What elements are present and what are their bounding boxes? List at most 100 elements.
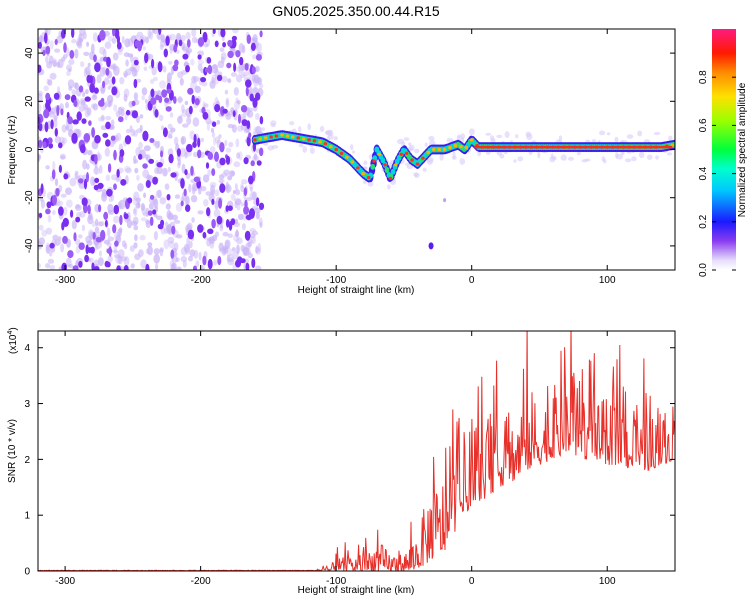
- noise-speckle: [38, 224, 44, 231]
- noise-blob: [227, 39, 233, 47]
- noise-blob: [217, 255, 222, 266]
- noise-blob: [81, 197, 88, 206]
- noise-speckle: [63, 206, 68, 216]
- noise-blob: [147, 210, 153, 216]
- noise-blob: [87, 204, 91, 215]
- noise-speckle: [134, 234, 138, 242]
- noise-speckle: [104, 101, 108, 108]
- noise-speckle: [65, 257, 72, 268]
- noise-blob: [150, 88, 155, 98]
- noise-speckle: [99, 66, 106, 77]
- ridge-halo: [631, 156, 637, 162]
- noise-blob: [216, 74, 223, 82]
- ridge-halo: [397, 138, 404, 145]
- noise-speckle: [225, 97, 229, 105]
- ridge-halo: [624, 158, 632, 163]
- ridge-halo: [333, 136, 338, 141]
- noise-speckle: [219, 47, 225, 52]
- noise-blob: [231, 35, 237, 41]
- noise-speckle: [195, 260, 200, 268]
- noise-blob: [160, 150, 164, 158]
- noise-speckle: [228, 141, 234, 148]
- noise-speckle: [133, 155, 137, 165]
- noise-speckle: [167, 134, 173, 139]
- noise-blob: [46, 201, 52, 209]
- noise-speckle: [52, 115, 58, 121]
- ridge-halo: [504, 131, 510, 139]
- noise-blob: [93, 54, 97, 63]
- ridge-peak: [394, 163, 398, 167]
- ridge-halo: [537, 151, 541, 159]
- noise-blob: [61, 29, 66, 39]
- noise-speckle: [43, 85, 49, 92]
- noise-speckle: [213, 259, 218, 266]
- noise-blob: [259, 116, 264, 125]
- noise-blob: [89, 75, 93, 84]
- noise-speckle: [173, 219, 181, 224]
- ridge-halo: [576, 152, 582, 156]
- noise-speckle: [136, 174, 140, 181]
- noise-blob: [162, 127, 168, 138]
- noise-blob: [104, 219, 108, 228]
- noise-speckle: [230, 193, 236, 201]
- noise-speckle: [192, 117, 200, 127]
- noise-speckle: [179, 114, 183, 120]
- noise-speckle: [213, 136, 216, 146]
- snr-multiplier-base: (x10: [8, 334, 19, 354]
- noise-speckle: [104, 41, 112, 49]
- noise-speckle: [67, 79, 75, 89]
- noise-speckle: [179, 147, 186, 158]
- noise-speckle: [251, 37, 258, 42]
- noise-speckle: [134, 69, 138, 77]
- noise-speckle: [235, 138, 240, 148]
- noise-speckle: [180, 135, 187, 145]
- noise-blob: [185, 204, 191, 212]
- snr-series-line: [38, 331, 675, 571]
- noise-blob: [248, 132, 252, 139]
- noise-blob: [88, 247, 92, 254]
- noise-speckle: [47, 214, 52, 223]
- noise-blob: [123, 213, 129, 220]
- noise-speckle: [117, 249, 125, 259]
- noise-blob: [44, 121, 49, 133]
- ridge-halo: [603, 159, 607, 164]
- noise-speckle: [213, 209, 221, 218]
- noise-blob: [255, 197, 260, 207]
- noise-speckle: [194, 85, 201, 93]
- noise-blob: [104, 260, 110, 268]
- noise-speckle: [167, 236, 175, 244]
- ridge-peak: [437, 147, 442, 152]
- noise-blob: [158, 61, 162, 71]
- noise-speckle: [115, 132, 122, 141]
- noise-blob: [214, 151, 219, 162]
- noise-speckle: [98, 220, 105, 227]
- ridge-peak: [328, 145, 333, 149]
- ridge-peak: [469, 138, 474, 142]
- ridge-halo: [414, 148, 420, 154]
- ridge-mid: [384, 167, 390, 173]
- noise-speckle: [47, 258, 55, 264]
- noise-blob: [116, 265, 121, 270]
- noise-blob: [225, 219, 230, 228]
- noise-speckle: [143, 66, 148, 71]
- ridge-peak: [399, 152, 404, 156]
- noise-speckle: [90, 43, 95, 54]
- noise-speckle: [99, 250, 102, 257]
- noise-speckle: [209, 146, 216, 154]
- noise-blob: [50, 119, 54, 130]
- noise-speckle: [130, 263, 135, 269]
- noise-speckle: [159, 44, 164, 50]
- ridge-halo: [517, 156, 524, 162]
- noise-blob: [244, 63, 249, 71]
- noise-speckle: [173, 242, 179, 251]
- noise-speckle: [147, 245, 153, 256]
- noise-speckle: [136, 128, 143, 134]
- snr-multiplier-exp: 4: [7, 331, 14, 335]
- ridge-halo: [307, 123, 312, 131]
- noise-blob: [246, 120, 251, 130]
- noise-blob: [97, 182, 104, 189]
- snr-x-tick-label: 100: [599, 576, 616, 587]
- noise-blob: [38, 64, 42, 73]
- colorbar-tick-label: 0.0: [698, 263, 709, 277]
- noise-blob: [214, 104, 221, 113]
